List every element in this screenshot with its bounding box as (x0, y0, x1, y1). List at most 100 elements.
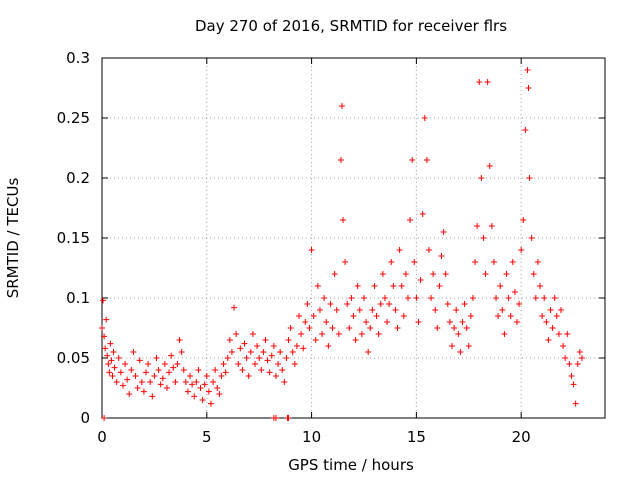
data-point (388, 259, 395, 265)
data-point (157, 381, 164, 388)
data-point (524, 67, 531, 73)
chart-title: Day 270 of 2016, SRMTID for receiver flr… (195, 17, 507, 35)
data-point (132, 373, 139, 379)
data-point (381, 295, 388, 301)
data-point (205, 388, 212, 395)
data-point (574, 361, 581, 367)
data-point (478, 175, 485, 181)
data-point (134, 385, 141, 391)
data-point (547, 307, 554, 313)
data-point (189, 381, 196, 388)
data-point (256, 355, 263, 361)
data-point (245, 373, 252, 379)
data-point (222, 369, 229, 376)
data-point (505, 295, 512, 301)
data-point (182, 379, 189, 385)
data-point (281, 379, 288, 385)
data-point (457, 349, 464, 355)
data-point (327, 301, 334, 307)
data-point (283, 355, 290, 361)
axis-ticks: 0 0.05 0.1 0.15 0.2 0.25 0.3 0 5 10 15 20 (57, 49, 605, 446)
data-point (126, 391, 133, 397)
data-point (421, 115, 428, 121)
data-point (279, 367, 286, 373)
data-point (541, 295, 548, 301)
data-point (312, 337, 319, 343)
data-point (254, 343, 261, 349)
data-point (113, 379, 120, 385)
data-point (145, 361, 152, 367)
data-point (356, 307, 363, 313)
data-point (184, 388, 191, 395)
data-point (108, 357, 115, 364)
data-point (486, 163, 493, 169)
data-point (493, 295, 500, 301)
data-point (442, 271, 449, 277)
data-point (329, 325, 336, 331)
data-point (237, 345, 244, 352)
data-point (337, 157, 344, 163)
data-point (193, 379, 200, 385)
data-point (430, 271, 437, 277)
data-point (103, 316, 110, 323)
data-point (346, 325, 353, 331)
data-point (111, 364, 118, 371)
data-point (272, 373, 279, 379)
data-point (396, 247, 403, 253)
data-point (509, 259, 516, 265)
data-point (465, 343, 472, 349)
data-point (463, 325, 470, 331)
y-tick-label: 0.3 (66, 49, 90, 67)
data-point (262, 337, 269, 343)
data-point (201, 381, 208, 388)
data-point (402, 271, 409, 277)
data-point (476, 79, 483, 85)
data-point (553, 313, 560, 319)
data-point (241, 340, 248, 347)
data-point (446, 319, 453, 325)
data-point (578, 355, 585, 361)
data-point (214, 385, 221, 391)
data-point (434, 325, 441, 331)
data-point (319, 331, 326, 337)
data-point (390, 283, 397, 289)
data-point (360, 295, 367, 301)
data-point (147, 379, 154, 385)
data-point (289, 349, 296, 355)
data-point (159, 375, 166, 382)
data-point (115, 355, 122, 361)
data-point (425, 247, 432, 253)
data-point (153, 355, 160, 361)
data-point (451, 325, 458, 331)
data-point (344, 301, 351, 307)
data-point (474, 223, 481, 229)
data-point (140, 388, 147, 395)
data-point (501, 331, 508, 337)
data-point (482, 271, 489, 277)
x-tick-label: 20 (512, 428, 531, 446)
data-point (226, 337, 233, 343)
data-point (392, 307, 399, 313)
data-point (490, 259, 497, 265)
data-point (461, 301, 468, 307)
data-point (178, 349, 185, 355)
data-point (572, 400, 579, 407)
data-point (109, 373, 116, 379)
data-point (367, 325, 374, 331)
data-point (239, 367, 246, 373)
data-point (432, 307, 439, 313)
data-point (138, 379, 145, 385)
data-point (224, 355, 231, 361)
data-point (384, 319, 391, 325)
data-point (249, 331, 256, 337)
data-point (298, 331, 305, 337)
data-point (105, 361, 112, 367)
data-point (231, 304, 238, 311)
data-point (172, 379, 179, 385)
data-point (507, 313, 514, 319)
data-point (338, 103, 345, 109)
data-point (526, 175, 533, 181)
data-point (197, 385, 204, 391)
data-point (287, 325, 294, 331)
data-point (270, 343, 277, 349)
